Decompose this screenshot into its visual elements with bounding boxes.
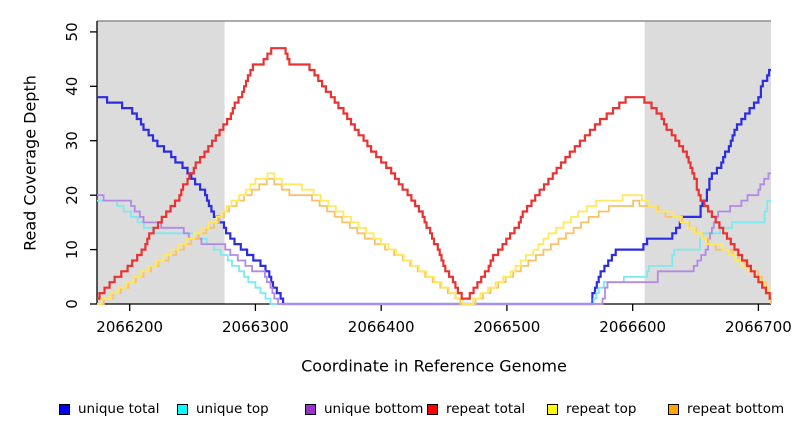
- x-tick-label: 2066300: [222, 318, 289, 336]
- legend-swatch-icon: [59, 403, 70, 415]
- series-line-unique-bottom: [97, 172, 771, 305]
- legend-item-unique-bottom: unique bottom: [305, 401, 423, 417]
- y-tick-label: 20: [63, 186, 81, 205]
- series-line-repeat-top: [97, 172, 772, 305]
- legend-item-unique-total: unique total: [59, 401, 159, 417]
- legend-swatch-icon: [547, 403, 558, 415]
- shaded-region-1: [644, 21, 771, 304]
- y-tick-label: 0: [63, 299, 81, 309]
- y-tick-label: 50: [63, 22, 81, 41]
- x-tick-label: 2066600: [599, 318, 666, 336]
- x-tick-label: 2066700: [725, 318, 792, 336]
- legend-label: repeat total: [446, 401, 526, 417]
- plot-area: 2066200 2066300 2066400 2066500 2066600 20667…: [63, 20, 792, 336]
- legend-swatch-icon: [668, 403, 679, 415]
- legend-label: repeat top: [566, 401, 637, 417]
- y-axis-title: Read Coverage Depth: [20, 75, 40, 251]
- x-tick-label: 2066400: [348, 318, 415, 336]
- shaded-region-0: [97, 21, 225, 304]
- legend-item-unique-top: unique top: [177, 401, 269, 417]
- x-tick-label: 2066500: [473, 318, 540, 336]
- legend-swatch-icon: [177, 403, 188, 415]
- legend-label: unique total: [78, 401, 160, 417]
- y-tick-label: 30: [63, 131, 81, 150]
- y-tick-label: 40: [63, 77, 81, 96]
- legend-item-repeat-top: repeat top: [547, 401, 636, 417]
- legend-swatch-icon: [427, 403, 438, 415]
- legend-swatch-icon: [305, 403, 316, 415]
- x-axis-title: Coordinate in Reference Genome: [301, 356, 567, 376]
- x-tick-label: 2066200: [96, 318, 163, 336]
- series-line-repeat-total: [97, 47, 771, 300]
- legend: unique total unique top unique bottom repea…: [0, 399, 792, 421]
- legend-item-repeat-bottom: repeat bottom: [668, 401, 784, 417]
- y-tick-label: 10: [63, 240, 81, 259]
- legend-item-repeat-total: repeat total: [427, 401, 525, 417]
- legend-label: repeat bottom: [687, 401, 785, 417]
- legend-label: unique top: [196, 401, 269, 417]
- legend-label: unique bottom: [324, 401, 424, 417]
